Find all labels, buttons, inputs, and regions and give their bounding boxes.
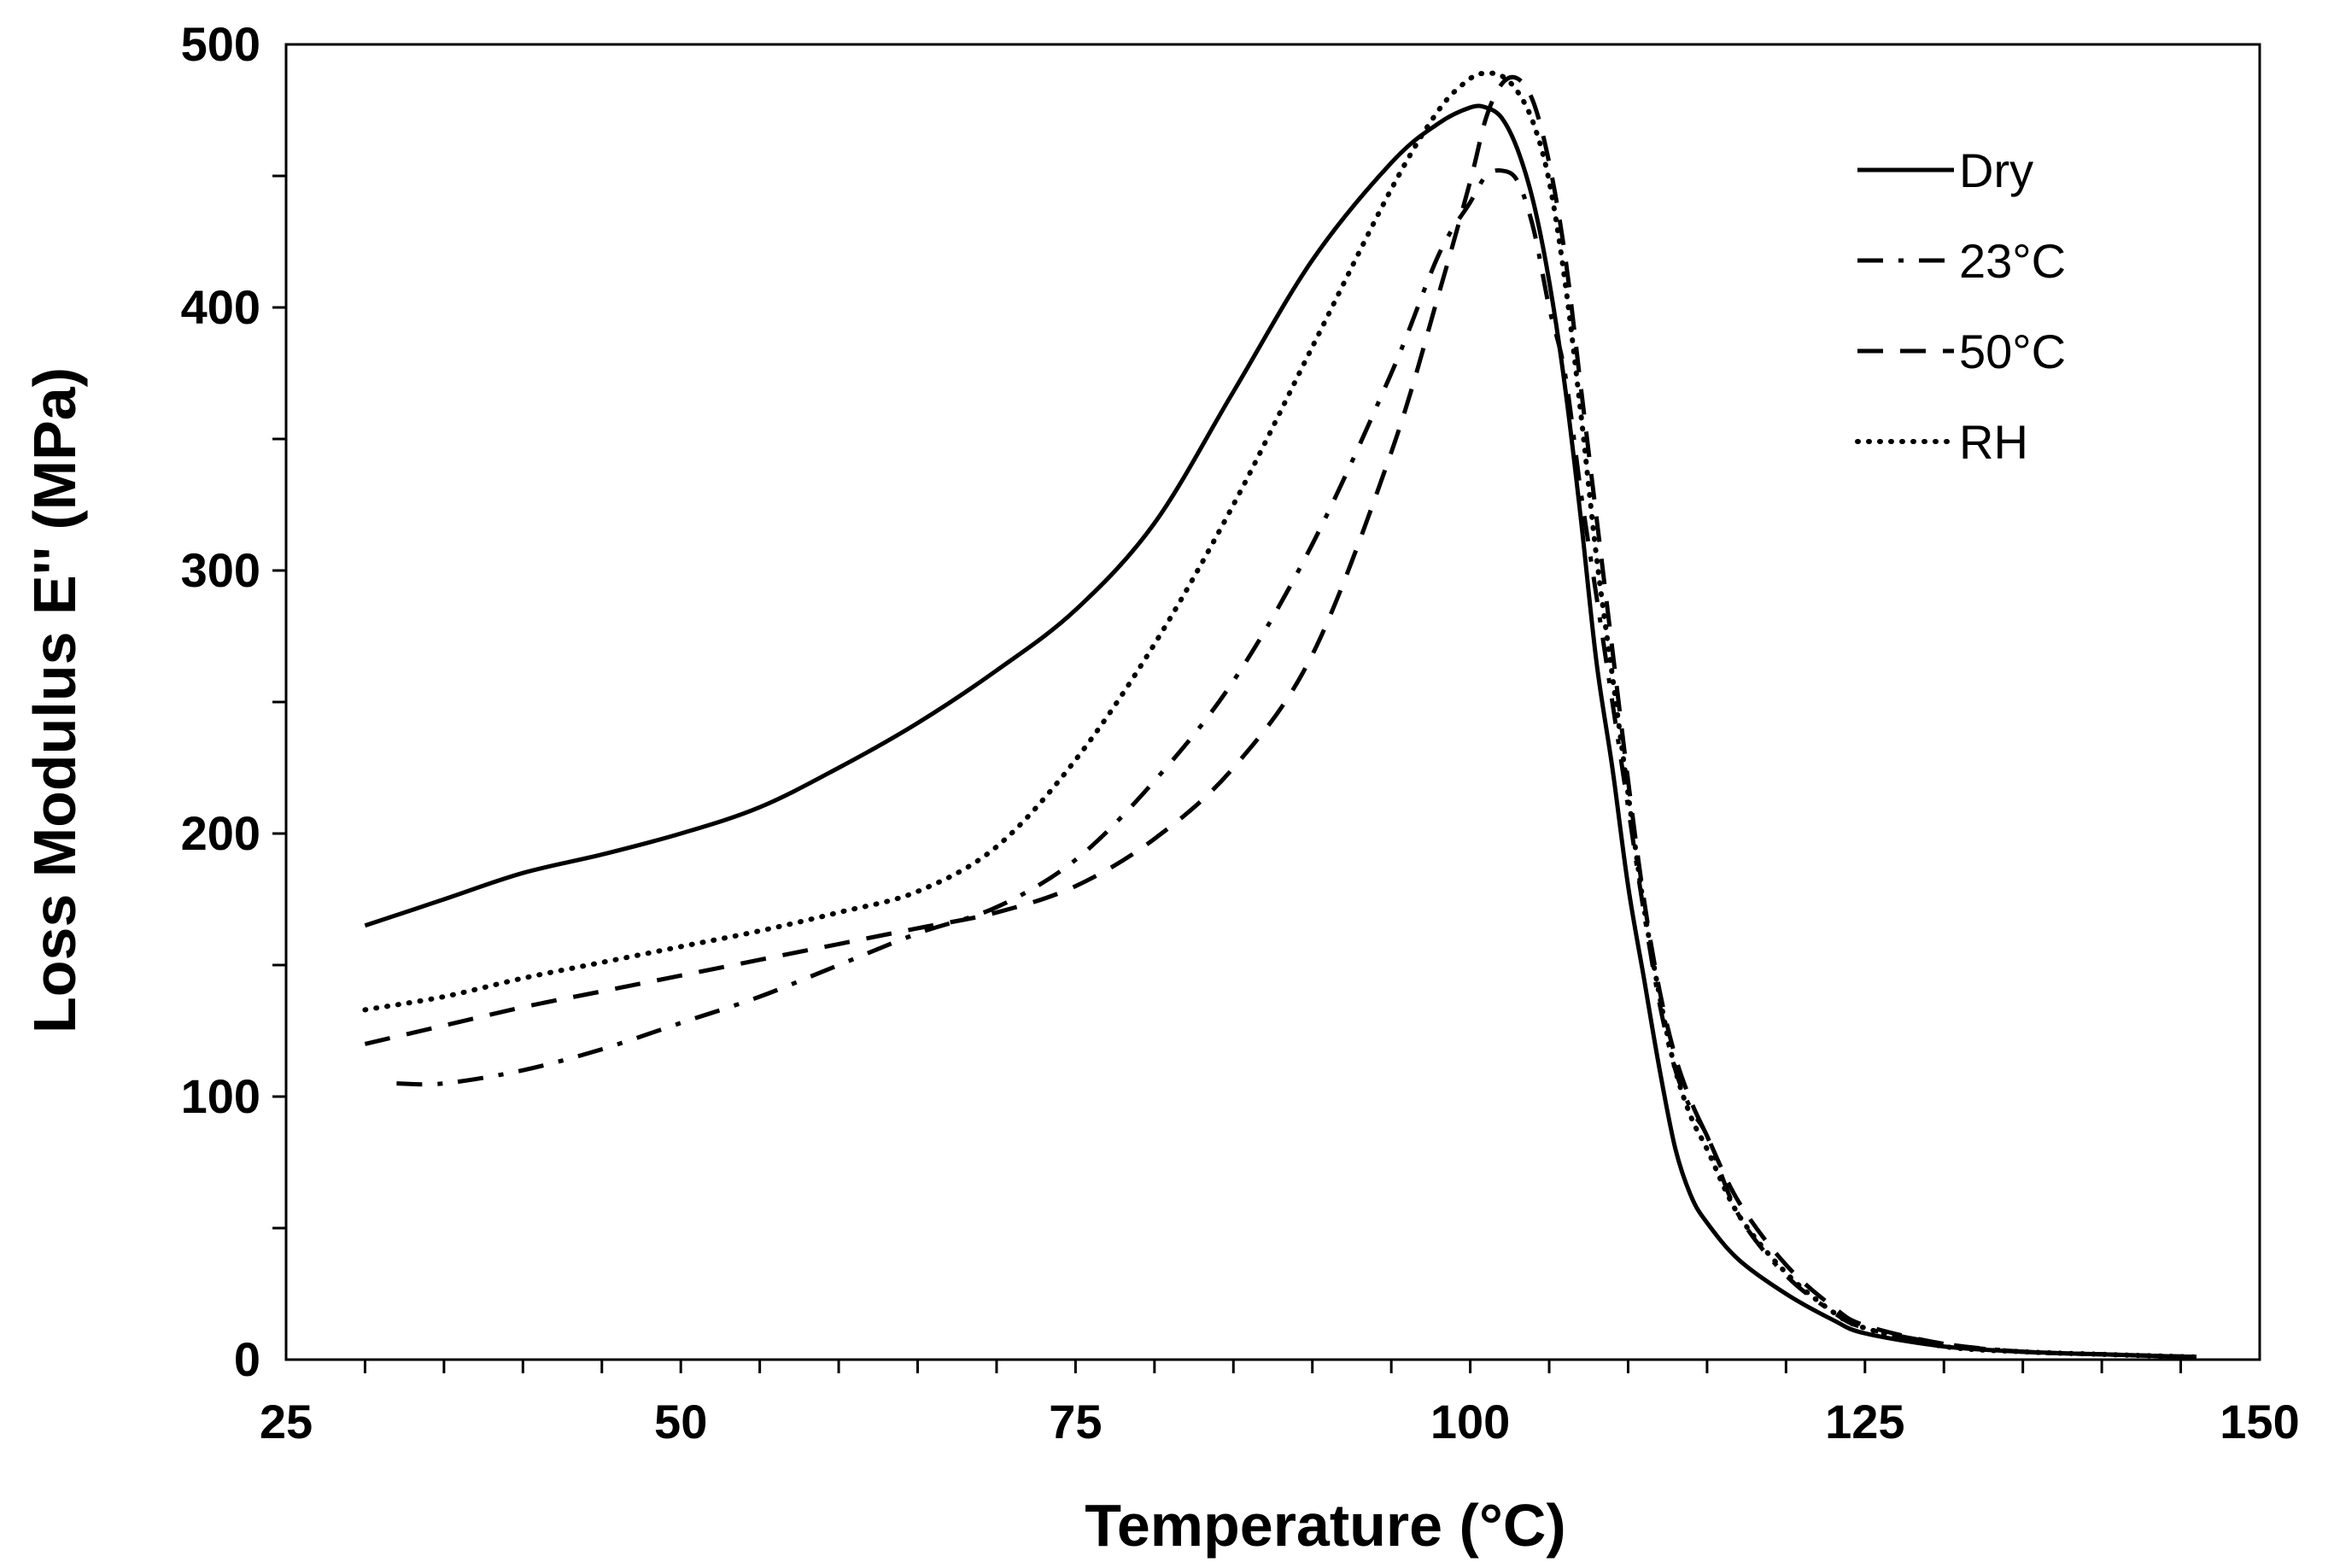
x-tick-label: 150 <box>2220 1395 2299 1448</box>
y-tick-label: 0 <box>234 1332 260 1386</box>
legend-label-50-c: 50°C <box>1959 325 2066 378</box>
x-tick-label: 25 <box>260 1395 313 1448</box>
x-tick-label: 125 <box>1825 1395 1904 1448</box>
y-tick-label: 400 <box>181 280 260 334</box>
ticks-layer <box>272 174 2183 1373</box>
series-line-rh <box>362 70 2199 1360</box>
labels-layer: 25 50 75 100 125 150 0 100 200 300 400 500 <box>181 17 2300 1448</box>
y-axis-title: Loss Modulus E'' (MPa) <box>21 367 88 1033</box>
x-tick-label: 100 <box>1430 1395 1510 1448</box>
legend: Dry 23°C 50°C RH <box>1855 143 2066 469</box>
legend-label-rh: RH <box>1959 415 2028 469</box>
y-tick-label: 200 <box>181 806 260 860</box>
x-axis-title: Temperature (°C) <box>1085 1492 1565 1559</box>
series-line-50-c <box>364 74 2197 1360</box>
legend-label-dry: Dry <box>1959 143 2033 197</box>
y-tick-label: 500 <box>181 17 260 71</box>
series-line-dry <box>364 103 2197 1360</box>
y-tick-label: 300 <box>181 543 260 597</box>
x-tick-label: 75 <box>1049 1395 1102 1448</box>
x-tick-label: 50 <box>654 1395 707 1448</box>
series-layer <box>362 70 2199 1360</box>
legend-label-23-c: 23°C <box>1959 234 2066 288</box>
y-tick-label: 100 <box>181 1069 260 1123</box>
